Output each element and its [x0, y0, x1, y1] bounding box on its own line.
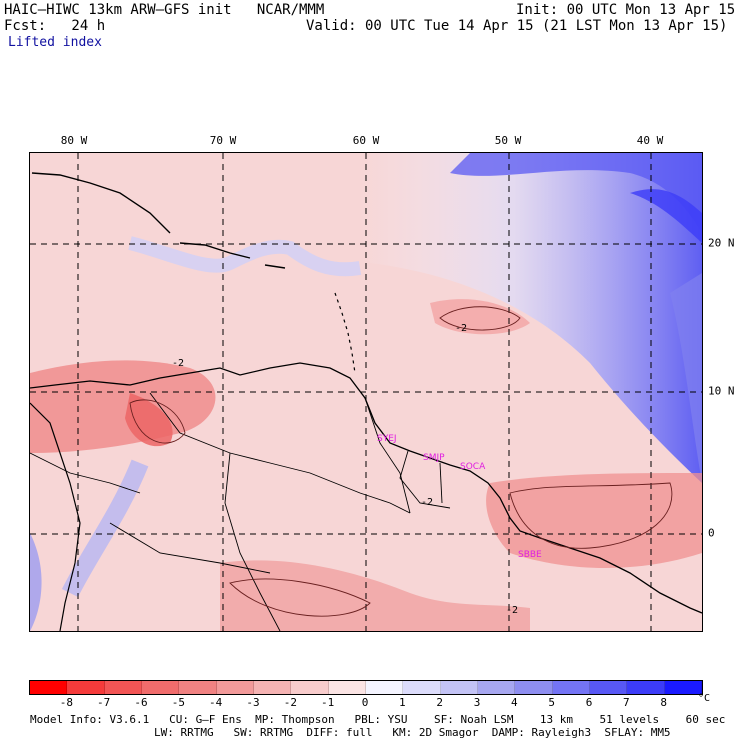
- forecast-hour: Fcst: 24 h: [4, 18, 106, 34]
- field-name: Lifted index: [8, 35, 102, 50]
- colorbar-cell: [589, 681, 628, 694]
- lat-lon-grid: [30, 153, 702, 631]
- colorbar-cell: [216, 681, 254, 694]
- colorbar: [29, 680, 703, 695]
- south-america-coastline: [30, 362, 702, 614]
- unstable-patch-atlantic: [430, 299, 530, 335]
- lon-tick-40w: 40 W: [636, 134, 664, 147]
- andes-stable-ridge: [61, 459, 149, 598]
- colorbar-label: -7: [97, 696, 111, 709]
- lon-tick-60w: 60 W: [352, 134, 380, 147]
- lifted-index-map: -2 -2 -2 -2 SYEJ SMJP SOCA SBBE: [30, 153, 702, 631]
- lon-tick-50w: 50 W: [494, 134, 522, 147]
- unstable-region-amazon: [220, 560, 530, 631]
- colorbar-label: 8: [660, 696, 667, 709]
- map-panel: -2 -2 -2 -2 SYEJ SMJP SOCA SBBE: [29, 152, 703, 632]
- strong-stable-core: [450, 153, 702, 233]
- contour-label-amazon: -2: [506, 605, 518, 616]
- colorbar-cell: [627, 681, 665, 694]
- unstable-region-amazon-mouth: [486, 473, 702, 568]
- pacific-stable-area: [30, 533, 42, 631]
- colorbar-cell: [104, 681, 142, 694]
- model-title: HAIC–HIWC 13km ARW–GFS init NCAR/MMM: [4, 2, 325, 18]
- colorbar-cell: [30, 681, 68, 694]
- station-soca: SOCA: [460, 462, 486, 472]
- national-border-1: [149, 392, 411, 514]
- colorbar-label: -4: [209, 696, 223, 709]
- colorbar-label: 2: [436, 696, 443, 709]
- init-time: Init: 00 UTC Mon 13 Apr 15: [516, 2, 736, 18]
- max-stable-core: [630, 189, 702, 243]
- contour-atlantic: [439, 306, 521, 331]
- hispaniola-coastline: [179, 242, 251, 259]
- model-info-line-1: Model Info: V3.6.1 CU: G–F Ens MP: Thomp…: [30, 713, 726, 726]
- minus-two-contours: [129, 306, 673, 617]
- colorbar-label: 0: [361, 696, 369, 709]
- colorbar-cell: [477, 681, 516, 694]
- colorbar-label: -2: [283, 696, 297, 709]
- colorbar-label: 1: [399, 696, 406, 709]
- french-guiana-border: [439, 462, 443, 504]
- colorbar-label: 4: [511, 696, 518, 709]
- station-syej: SYEJ: [377, 434, 397, 444]
- colorbar-cell: [515, 681, 553, 694]
- colorbar-cell: [552, 681, 590, 694]
- colorbar-label: -3: [246, 696, 260, 709]
- colorbar-unit: °C: [698, 693, 711, 704]
- colorbar-label: -6: [134, 696, 148, 709]
- guyana-border: [364, 397, 411, 514]
- colorbar-cell: [291, 681, 329, 694]
- puerto-rico-coastline: [264, 264, 286, 269]
- colorbar-label: -1: [321, 696, 335, 709]
- station-sbbe: SBBE: [518, 550, 542, 560]
- colorbar-cell: [328, 681, 366, 694]
- stable-region: [358, 153, 702, 483]
- lat-tick-10n: 10 N: [708, 384, 735, 398]
- national-border-4: [30, 452, 141, 494]
- colorbar-cell: [440, 681, 478, 694]
- colorbar-label: 5: [548, 696, 555, 709]
- valid-time: Valid: 00 UTC Tue 14 Apr 15 (21 LST Mon …: [306, 18, 728, 34]
- national-border-3: [109, 522, 271, 574]
- colorbar-cell: [664, 681, 702, 694]
- station-smjp: SMJP: [423, 453, 445, 463]
- lesser-antilles: [334, 292, 356, 374]
- colorbar-cell: [403, 681, 441, 694]
- colorbar-label: 7: [623, 696, 630, 709]
- cuba-coastline: [31, 172, 171, 234]
- contour-colombia: [129, 399, 186, 444]
- colorbar-cell: [179, 681, 217, 694]
- contour-label-atlantic: -2: [455, 323, 467, 334]
- contour-amapa: [509, 482, 673, 549]
- colorbar-label: -8: [59, 696, 73, 709]
- contour-label-guiana: -2: [421, 497, 433, 508]
- colorbar-cell: [67, 681, 105, 694]
- contour-amazon: [229, 578, 371, 617]
- colorbar-label: -5: [171, 696, 185, 709]
- contour-label-caribbean: -2: [172, 358, 184, 369]
- colorbar-cell: [365, 681, 404, 694]
- suriname-border: [399, 450, 451, 509]
- caribbean-stable-streak: [128, 236, 362, 277]
- pacific-coastline: [30, 402, 81, 631]
- colorbar-label: 3: [473, 696, 481, 709]
- unstable-core-colombia: [125, 393, 173, 447]
- lat-tick-0: 0: [708, 526, 715, 540]
- east-stable-band: [670, 273, 702, 483]
- lat-tick-20n: 20 N: [708, 236, 735, 250]
- lon-tick-80w: 80 W: [60, 134, 88, 147]
- colorbar-cell: [253, 681, 292, 694]
- colorbar-label: 6: [585, 696, 593, 709]
- model-info-line-2: LW: RRTMG SW: RRTMG DIFF: full KM: 2D Sm…: [154, 726, 671, 739]
- colorbar-cell: [141, 681, 180, 694]
- lon-tick-70w: 70 W: [209, 134, 237, 147]
